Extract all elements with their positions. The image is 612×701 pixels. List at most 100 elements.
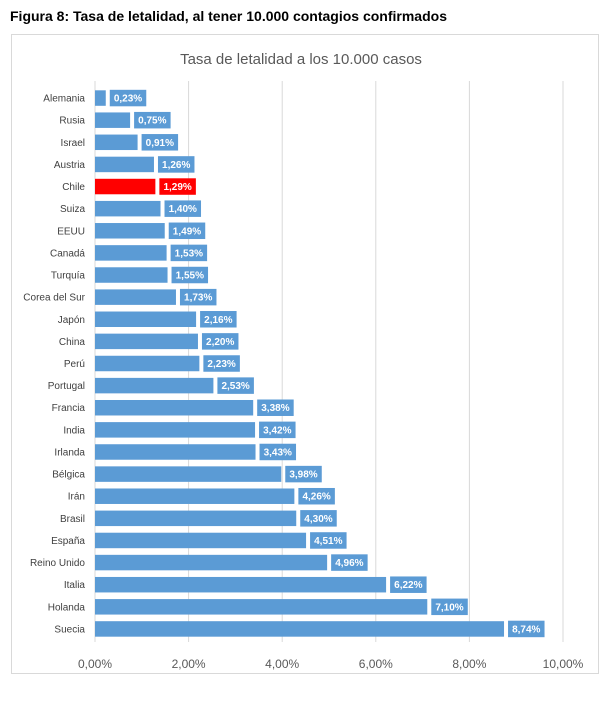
data-label-francia: 3,38% [261,403,289,414]
bar-china [95,333,198,350]
category-label-peru: Perú [64,359,85,370]
category-label-austria: Austria [54,160,86,171]
data-label-box-irlanda [259,443,297,461]
data-label-china: 2,20% [206,337,234,348]
data-label-espana: 4,51% [314,536,342,547]
bar-chart: Tasa de letalidad a los 10.000 casos 0,2… [23,51,584,671]
x-tick-label-0: 0,00% [78,657,112,671]
bar-peru [95,355,200,372]
category-label-india: India [63,425,85,436]
data-label-box-iran [298,487,335,505]
data-label-box-holanda [431,598,468,616]
data-label-box-china [201,333,239,350]
bar-suiza [95,200,161,217]
bar-japon [95,311,197,328]
bar-suecia [95,621,505,637]
category-label-espana: España [51,536,85,547]
gridlines [94,81,564,642]
data-label-suecia: 8,74% [512,624,540,635]
data-label-box-suiza [164,200,202,217]
data-label-box-peru [203,355,240,372]
data-label-box-brasil [300,510,337,527]
category-label-iran: Irán [68,492,85,503]
data-label-box-india [259,421,296,439]
data-label-iran: 4,26% [302,492,330,503]
data-label-israel: 0,91% [146,138,174,149]
category-label-irlanda: Irlanda [54,447,85,458]
bar-austria [95,156,154,173]
category-label-francia: Francia [52,403,86,414]
bar-espana [95,532,307,549]
data-label-eeuu: 1,49% [173,226,201,237]
data-label-reino-unido: 4,96% [335,558,363,569]
chart-area: Tasa de letalidad a los 10.000 casos 0,2… [11,34,599,674]
data-label-chile: 1,29% [163,182,191,193]
chart-title: Tasa de letalidad a los 10.000 casos [180,51,422,68]
category-label-china: China [59,337,86,348]
data-label-rusia: 0,75% [138,116,166,127]
data-label-box-espana [310,532,347,549]
data-label-corea-del-sur: 1,73% [184,293,212,304]
data-label-box-italia [390,576,427,593]
data-label-box-alemania [109,89,147,107]
category-labels: Alemania Rusia Israel Austria Chile Suiza EEUU… [23,94,85,636]
figure-title: Figura 8: Tasa de letalidad, al tener 10… [10,8,447,24]
bar-alemania [95,90,106,106]
category-label-portugal: Portugal [48,381,85,392]
data-label-box-austria [157,156,195,173]
data-label-box-turquia [171,266,209,284]
bars: 0,23% 0,75% 0,91% 1,26% 1,29% 1,40% 1,49% 1,53%… [95,89,545,638]
category-label-brasil: Brasil [60,514,85,525]
bar-francia [95,399,254,416]
bar-corea-del-sur [95,289,176,305]
data-label-india: 3,42% [263,425,291,436]
category-label-rusia: Rusia [59,116,85,127]
data-label-box-belgica [285,465,322,483]
bar-belgica [95,466,282,482]
data-label-irlanda: 3,43% [264,447,292,458]
data-label-brasil: 4,30% [304,514,332,525]
bar-iran [95,488,295,504]
bar-canada [95,245,167,261]
x-tick-label-5: 10,00% [543,657,584,671]
bar-reino-unido [95,554,328,571]
category-label-suecia: Suecia [54,624,85,635]
category-label-holanda: Holanda [48,602,86,613]
bar-rusia [95,112,131,128]
bar-italia [95,576,387,593]
data-label-box-suecia [508,620,545,638]
data-label-box-israel [141,134,179,151]
data-label-box-reino-unido [331,554,368,571]
data-label-box-francia [257,399,294,416]
bar-irlanda [95,444,256,460]
data-label-peru: 2,23% [207,359,235,370]
bar-israel [95,134,138,151]
bar-portugal [95,377,214,394]
data-label-box-canada [170,244,208,262]
data-label-italia: 6,22% [394,580,422,591]
category-label-chile: Chile [62,182,85,193]
bar-chile [95,178,156,195]
bar-holanda [95,599,428,615]
category-label-corea-del-sur: Corea del Sur [23,293,85,304]
data-label-austria: 1,26% [162,160,190,171]
category-label-eeuu: EEUU [57,226,85,237]
data-label-holanda: 7,10% [435,602,463,613]
bar-india [95,422,256,438]
data-label-portugal: 2,53% [221,381,249,392]
category-label-japon: Japón [58,315,85,326]
data-label-box-eeuu [168,222,206,240]
data-label-box-japon [200,311,237,328]
x-tick-label-1: 2,00% [172,657,206,671]
category-label-israel: Israel [61,138,85,149]
category-label-belgica: Bélgica [52,470,85,481]
data-label-turquia: 1,55% [176,271,204,282]
category-label-canada: Canadá [50,248,85,259]
data-label-suiza: 1,40% [169,204,197,215]
data-label-japon: 2,16% [204,315,232,326]
data-label-box-chile [159,178,196,195]
x-tick-label-2: 4,00% [265,657,299,671]
bar-eeuu [95,223,165,239]
category-label-reino-unido: Reino Unido [30,558,85,569]
data-label-box-corea-del-sur [179,288,217,306]
